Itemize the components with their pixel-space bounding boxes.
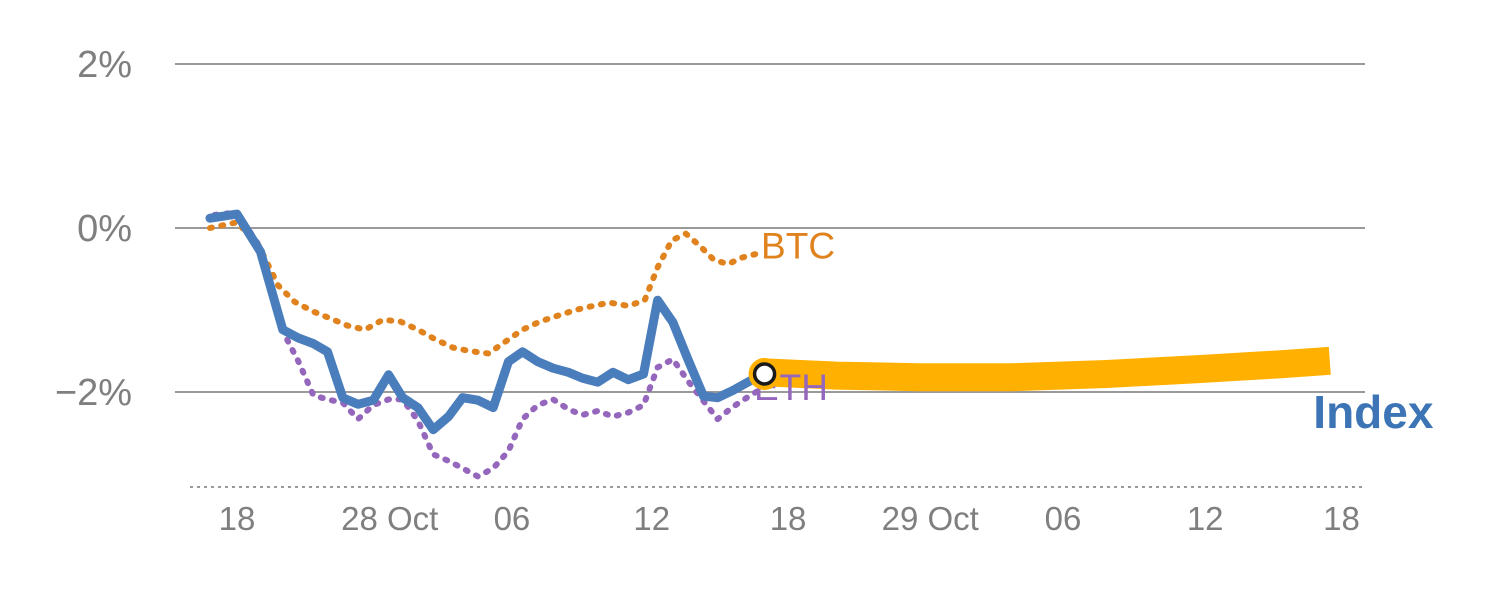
series-line-eth (211, 209, 761, 480)
y-tick-label: 0% (77, 208, 132, 250)
forecast-start-marker-ring (752, 362, 777, 386)
x-tick-label: 12 (633, 500, 670, 537)
x-tick-label: 18 (1323, 500, 1360, 537)
forecast-start-marker-inner (754, 363, 775, 384)
y-tick-label: −2% (55, 372, 132, 414)
x-tick-label: 18 (219, 500, 256, 537)
x-tick-label: 18 (770, 500, 807, 537)
series-line-index (205, 209, 760, 435)
x-tick-label: 12 (1187, 500, 1224, 537)
series-line-btc (207, 219, 759, 357)
series-label-btc: BTC (761, 225, 835, 266)
series-label-index: Index (1313, 386, 1434, 438)
x-tick-label: 28 Oct (341, 500, 438, 537)
x-tick-label: 06 (494, 500, 531, 537)
forecast-band (763, 346, 1331, 392)
y-tick-label: 2% (77, 44, 132, 86)
x-tick-label: 29 Oct (882, 500, 979, 537)
x-tick-label: 06 (1045, 500, 1082, 537)
